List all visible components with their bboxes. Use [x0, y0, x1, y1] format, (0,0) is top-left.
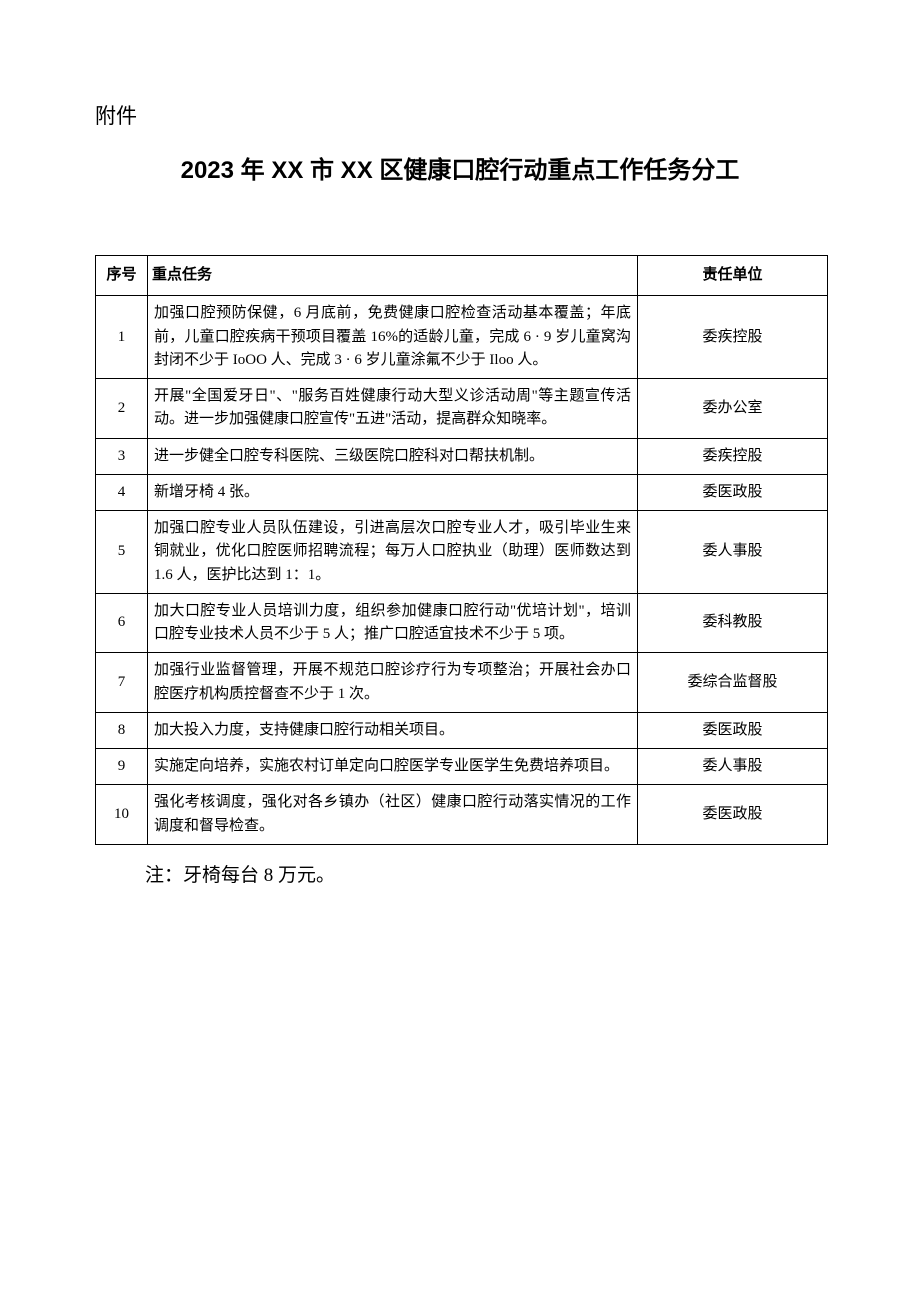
cell-dept: 委科教股 [638, 593, 828, 653]
cell-task: 加大投入力度，支持健康口腔行动相关项目。 [148, 712, 638, 748]
table-row: 10 强化考核调度，强化对各乡镇办（社区）健康口腔行动落实情况的工作调度和督导检… [96, 785, 828, 845]
header-dept: 责任单位 [638, 256, 828, 296]
cell-task: 强化考核调度，强化对各乡镇办（社区）健康口腔行动落实情况的工作调度和督导检查。 [148, 785, 638, 845]
cell-dept: 委疾控股 [638, 438, 828, 474]
table-row: 6 加大口腔专业人员培训力度，组织参加健康口腔行动"优培计划"，培训口腔专业技术… [96, 593, 828, 653]
table-row: 1 加强口腔预防保健，6 月底前，免费健康口腔检查活动基本覆盖；年底前，儿童口腔… [96, 296, 828, 379]
cell-task: 新增牙椅 4 张。 [148, 474, 638, 510]
cell-seq: 3 [96, 438, 148, 474]
cell-seq: 9 [96, 749, 148, 785]
cell-task: 加强口腔预防保健，6 月底前，免费健康口腔检查活动基本覆盖；年底前，儿童口腔疾病… [148, 296, 638, 379]
cell-seq: 1 [96, 296, 148, 379]
cell-seq: 5 [96, 511, 148, 594]
footnote: 注：牙椅每台 8 万元。 [95, 860, 825, 887]
cell-task: 加强口腔专业人员队伍建设，引进高层次口腔专业人才，吸引毕业生来铜就业，优化口腔医… [148, 511, 638, 594]
table-row: 2 开展"全国爱牙日"、"服务百姓健康行动大型义诊活动周"等主题宣传活动。进一步… [96, 379, 828, 439]
header-task: 重点任务 [148, 256, 638, 296]
table-row: 7 加强行业监督管理，开展不规范口腔诊疗行为专项整治；开展社会办口腔医疗机构质控… [96, 653, 828, 713]
cell-task: 进一步健全口腔专科医院、三级医院口腔科对口帮扶机制。 [148, 438, 638, 474]
cell-dept: 委人事股 [638, 749, 828, 785]
table-header-row: 序号 重点任务 责任单位 [96, 256, 828, 296]
cell-seq: 8 [96, 712, 148, 748]
table-row: 8 加大投入力度，支持健康口腔行动相关项目。 委医政股 [96, 712, 828, 748]
attachment-label: 附件 [95, 100, 825, 130]
cell-seq: 2 [96, 379, 148, 439]
cell-seq: 7 [96, 653, 148, 713]
cell-seq: 6 [96, 593, 148, 653]
cell-dept: 委医政股 [638, 712, 828, 748]
cell-task: 加大口腔专业人员培训力度，组织参加健康口腔行动"优培计划"，培训口腔专业技术人员… [148, 593, 638, 653]
cell-seq: 4 [96, 474, 148, 510]
cell-dept: 委办公室 [638, 379, 828, 439]
cell-dept: 委疾控股 [638, 296, 828, 379]
header-seq: 序号 [96, 256, 148, 296]
cell-task: 加强行业监督管理，开展不规范口腔诊疗行为专项整治；开展社会办口腔医疗机构质控督查… [148, 653, 638, 713]
table-row: 9 实施定向培养，实施农村订单定向口腔医学专业医学生免费培养项目。 委人事股 [96, 749, 828, 785]
cell-dept: 委综合监督股 [638, 653, 828, 713]
cell-dept: 委医政股 [638, 785, 828, 845]
cell-dept: 委医政股 [638, 474, 828, 510]
cell-task: 开展"全国爱牙日"、"服务百姓健康行动大型义诊活动周"等主题宣传活动。进一步加强… [148, 379, 638, 439]
table-row: 3 进一步健全口腔专科医院、三级医院口腔科对口帮扶机制。 委疾控股 [96, 438, 828, 474]
cell-dept: 委人事股 [638, 511, 828, 594]
table-row: 5 加强口腔专业人员队伍建设，引进高层次口腔专业人才，吸引毕业生来铜就业，优化口… [96, 511, 828, 594]
cell-seq: 10 [96, 785, 148, 845]
cell-task: 实施定向培养，实施农村订单定向口腔医学专业医学生免费培养项目。 [148, 749, 638, 785]
table-body: 1 加强口腔预防保健，6 月底前，免费健康口腔检查活动基本覆盖；年底前，儿童口腔… [96, 296, 828, 845]
table-row: 4 新增牙椅 4 张。 委医政股 [96, 474, 828, 510]
task-table: 序号 重点任务 责任单位 1 加强口腔预防保健，6 月底前，免费健康口腔检查活动… [95, 255, 828, 845]
document-title: 2023 年 XX 市 XX 区健康口腔行动重点工作任务分工 [95, 150, 825, 185]
